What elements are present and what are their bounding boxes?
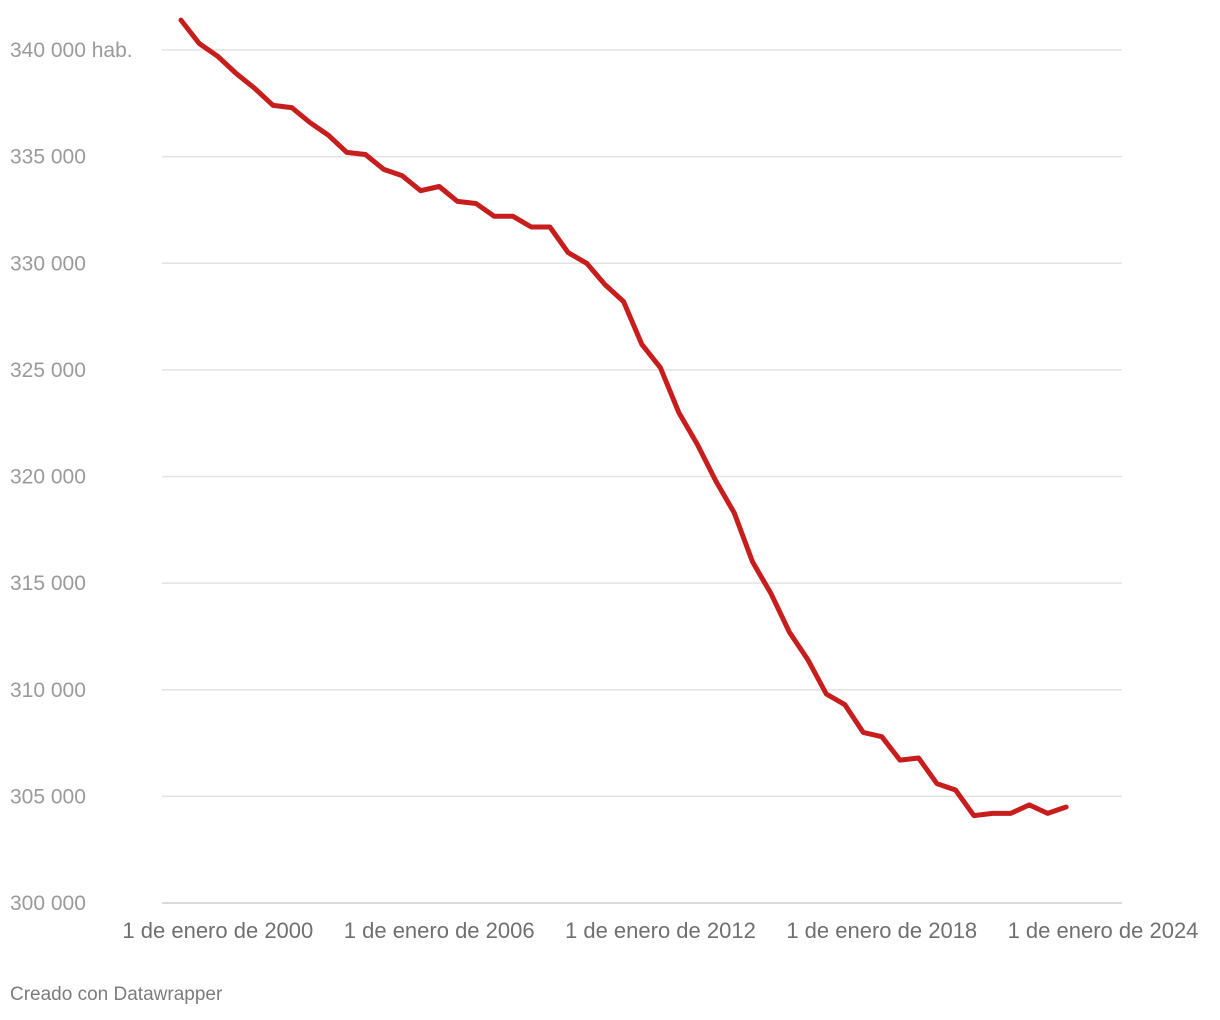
y-tick-label: 335 000	[10, 146, 86, 169]
y-tick-label: 320 000	[10, 466, 86, 489]
x-tick-label: 1 de enero de 2012	[565, 918, 756, 943]
x-tick-label: 1 de enero de 2018	[786, 918, 977, 943]
x-tick-label: 1 de enero de 2006	[344, 918, 535, 943]
y-tick-label: 300 000	[10, 892, 86, 915]
y-tick-label: 340 000 hab.	[10, 39, 133, 62]
y-tick-label: 315 000	[10, 572, 86, 595]
x-tick-label: 1 de enero de 2024	[1008, 918, 1199, 943]
y-tick-label: 310 000	[10, 679, 86, 702]
y-tick-label: 330 000	[10, 252, 86, 275]
credit-text[interactable]: Creado con Datawrapper	[10, 984, 223, 1005]
y-tick-label: 325 000	[10, 359, 86, 382]
grid-lines	[162, 49, 1122, 904]
x-axis-ticks: 1 de enero de 2000 1 de enero de 2006 1 de…	[122, 918, 1198, 943]
x-tick-label: 1 de enero de 2000	[122, 918, 313, 943]
series-layer	[178, 17, 1069, 819]
line-chart: 300 000 305 000 310 000 315 000 320 000 325 0…	[10, 17, 1198, 943]
y-axis-ticks: 300 000 305 000 310 000 315 000 320 000 325 0…	[10, 39, 133, 915]
series-line	[178, 17, 1069, 819]
y-tick-label: 305 000	[10, 785, 86, 808]
